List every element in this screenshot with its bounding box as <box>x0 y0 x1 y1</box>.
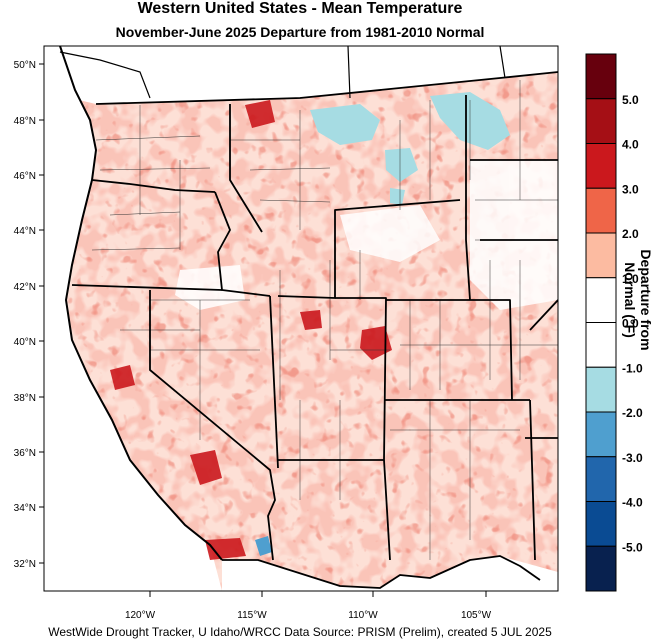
colorbar-tick-label: -5.0 <box>622 540 643 554</box>
colorbar-tick-label: -4.0 <box>622 496 643 510</box>
lat-tick-label: 34°N <box>14 503 36 514</box>
colorbar-tick-label: 3.0 <box>622 182 639 196</box>
colorbar-swatch <box>585 411 617 458</box>
lat-tick-label: 44°N <box>14 226 36 237</box>
lat-tick-label: 42°N <box>14 282 36 293</box>
colorbar-tick-label: 2.0 <box>622 227 639 241</box>
canada-nodata <box>44 46 558 104</box>
state-boundaries <box>71 71 558 589</box>
colorbar-swatch <box>585 456 617 502</box>
coastline <box>59 46 223 561</box>
lat-tick-label: 36°N <box>14 448 36 459</box>
colorbar-swatch <box>585 366 617 413</box>
neutral-areas <box>175 160 558 310</box>
colorbar-tick-label: -3.0 <box>622 451 643 465</box>
colorbar-swatch <box>585 143 617 189</box>
colorbar-tick-label: -2.0 <box>622 406 643 420</box>
colorbar <box>585 53 617 592</box>
pacific-ocean <box>44 46 222 591</box>
map-subtitle: November-June 2025 Departure from 1981-2… <box>115 24 485 40</box>
lat-tick-label: 46°N <box>14 171 36 182</box>
lon-tick-label: 115°W <box>237 610 267 621</box>
colorbar-tick-label: 0.0 <box>622 317 639 331</box>
lat-tick-label: 32°N <box>14 559 36 570</box>
colorbar-swatch <box>585 501 617 547</box>
colorbar-tick-label: 1.0 <box>622 272 639 286</box>
lon-tick-label: 105°W <box>461 610 492 621</box>
map-title: Western United States - Mean Temperature <box>137 0 463 17</box>
mexico-nodata <box>222 556 558 591</box>
colorbar-swatch <box>585 545 617 592</box>
colorbar-swatch <box>585 322 617 368</box>
lat-tick-label: 48°N <box>14 116 36 127</box>
colorbar-title: Departure from Normal (°F) <box>622 249 654 351</box>
colorbar-swatch <box>585 187 617 234</box>
colorbar-swatch <box>585 53 617 100</box>
lon-tick-label: 110°W <box>348 610 378 621</box>
lon-tick-label: 120°W <box>125 610 156 621</box>
map-body <box>44 46 558 591</box>
colorbar-tick-label: 5.0 <box>622 93 639 107</box>
colorbar-tick-label: -1.0 <box>622 361 643 375</box>
lat-tick-label: 38°N <box>14 393 36 404</box>
map-frame <box>43 45 559 592</box>
footer-credit: WestWide Drought Tracker, U Idaho/WRCC D… <box>48 625 552 639</box>
lat-tick-label: 50°N <box>14 60 36 71</box>
colorbar-tick-label: 4.0 <box>622 138 639 152</box>
colorbar-swatch <box>585 98 617 144</box>
lat-tick-label: 40°N <box>14 337 36 348</box>
